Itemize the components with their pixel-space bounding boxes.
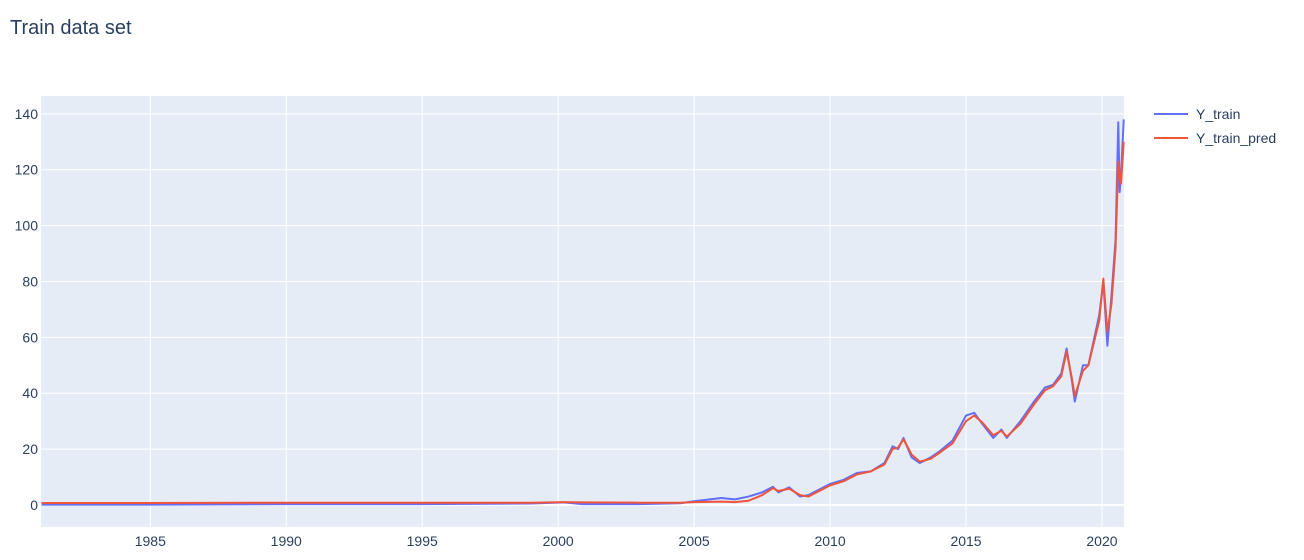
legend-label: Y_train: [1196, 106, 1240, 122]
plot-area: [41, 96, 1124, 527]
y-tick-label: 60: [22, 329, 38, 345]
x-tick-label: 2020: [1086, 533, 1117, 549]
x-tick-label: 1995: [407, 533, 438, 549]
line-series: [41, 119, 1125, 506]
chart-title: Train data set: [10, 17, 132, 39]
x-tick-label: 2000: [543, 533, 574, 549]
x-tick-label: 2010: [814, 533, 845, 549]
y-tick-label: 0: [30, 497, 38, 513]
y-tick-label: 20: [22, 441, 38, 457]
y-tick-label: 140: [15, 106, 39, 122]
x-tick-label: 1985: [135, 533, 166, 549]
y-tick-label: 120: [15, 162, 39, 178]
legend-label: Y_train_pred: [1196, 130, 1276, 146]
line-series: [41, 141, 1125, 504]
x-tick-label: 1990: [271, 533, 302, 549]
y-tick-label: 100: [15, 218, 39, 234]
y-tick-label: 80: [22, 273, 38, 289]
x-tick-label: 2005: [679, 533, 710, 549]
x-tick-label: 2015: [950, 533, 981, 549]
y-tick-label: 40: [22, 385, 38, 401]
